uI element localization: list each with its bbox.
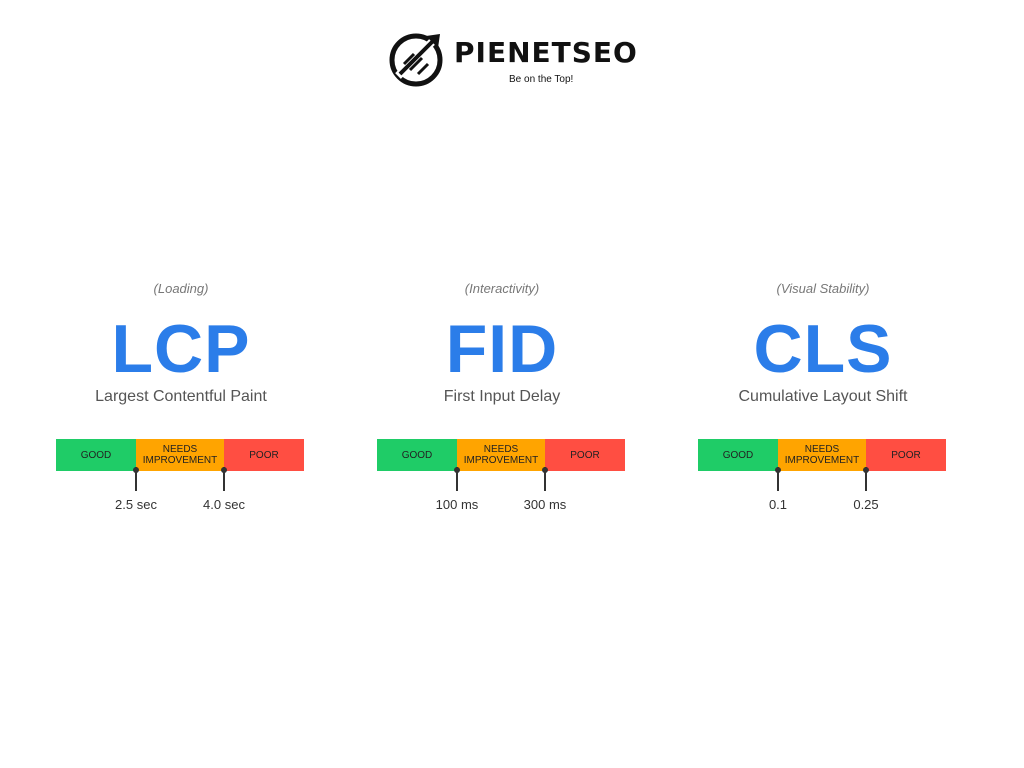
threshold-marker	[775, 467, 781, 491]
good-segment: GOOD	[377, 439, 457, 471]
threshold-marker	[133, 467, 139, 491]
threshold-label: 0.1	[768, 497, 788, 512]
metric-name: Cumulative Layout Shift	[738, 388, 908, 405]
threshold-marker	[863, 467, 869, 491]
threshold-bar: GOOD NEEDS IMPROVEMENT POOR 0.1 0.25	[698, 439, 946, 512]
needs-improvement-segment: NEEDS IMPROVEMENT	[136, 439, 224, 471]
metric-name: First Input Delay	[443, 388, 561, 405]
good-segment: GOOD	[698, 439, 778, 471]
good-segment: GOOD	[56, 439, 136, 471]
metric-category: (Loading)	[153, 281, 209, 296]
brand-logo: PIENETSEO Be on the Top!	[388, 30, 648, 90]
threshold-marker	[454, 467, 460, 491]
metric-abbreviation: CLS	[753, 311, 893, 387]
needs-improvement-segment: NEEDS IMPROVEMENT	[778, 439, 866, 471]
threshold-label: 0.25	[853, 497, 879, 512]
threshold-label: 2.5 sec	[115, 497, 157, 512]
metric-card-fid: (Interactivity) FID First Input Delay GO…	[377, 280, 627, 512]
metric-abbreviation: FID	[445, 311, 559, 387]
brand-tagline: Be on the Top!	[509, 74, 574, 85]
growth-arrow-icon	[389, 33, 443, 87]
metric-card-cls: (Visual Stability) CLS Cumulative Layout…	[698, 280, 948, 512]
metric-abbreviation: LCP	[111, 311, 251, 387]
brand-name: PIENETSEO	[454, 36, 638, 69]
poor-segment: POOR	[545, 439, 625, 471]
metric-category: (Interactivity)	[464, 281, 540, 296]
threshold-label: 300 ms	[523, 497, 567, 512]
metric-category: (Visual Stability)	[776, 281, 870, 296]
threshold-label: 4.0 sec	[203, 497, 245, 512]
threshold-bar: GOOD NEEDS IMPROVEMENT POOR 2.5 sec 4.0 …	[56, 439, 304, 512]
poor-segment: POOR	[224, 439, 304, 471]
poor-segment: POOR	[866, 439, 946, 471]
metric-name: Largest Contentful Paint	[95, 388, 267, 405]
threshold-marker	[221, 467, 227, 491]
metric-card-lcp: (Loading) LCP Largest Contentful Paint G…	[56, 280, 306, 512]
needs-improvement-segment: NEEDS IMPROVEMENT	[457, 439, 545, 471]
threshold-marker	[542, 467, 548, 491]
threshold-label: 100 ms	[435, 497, 479, 512]
threshold-bar: GOOD NEEDS IMPROVEMENT POOR 100 ms 300 m…	[377, 439, 625, 512]
